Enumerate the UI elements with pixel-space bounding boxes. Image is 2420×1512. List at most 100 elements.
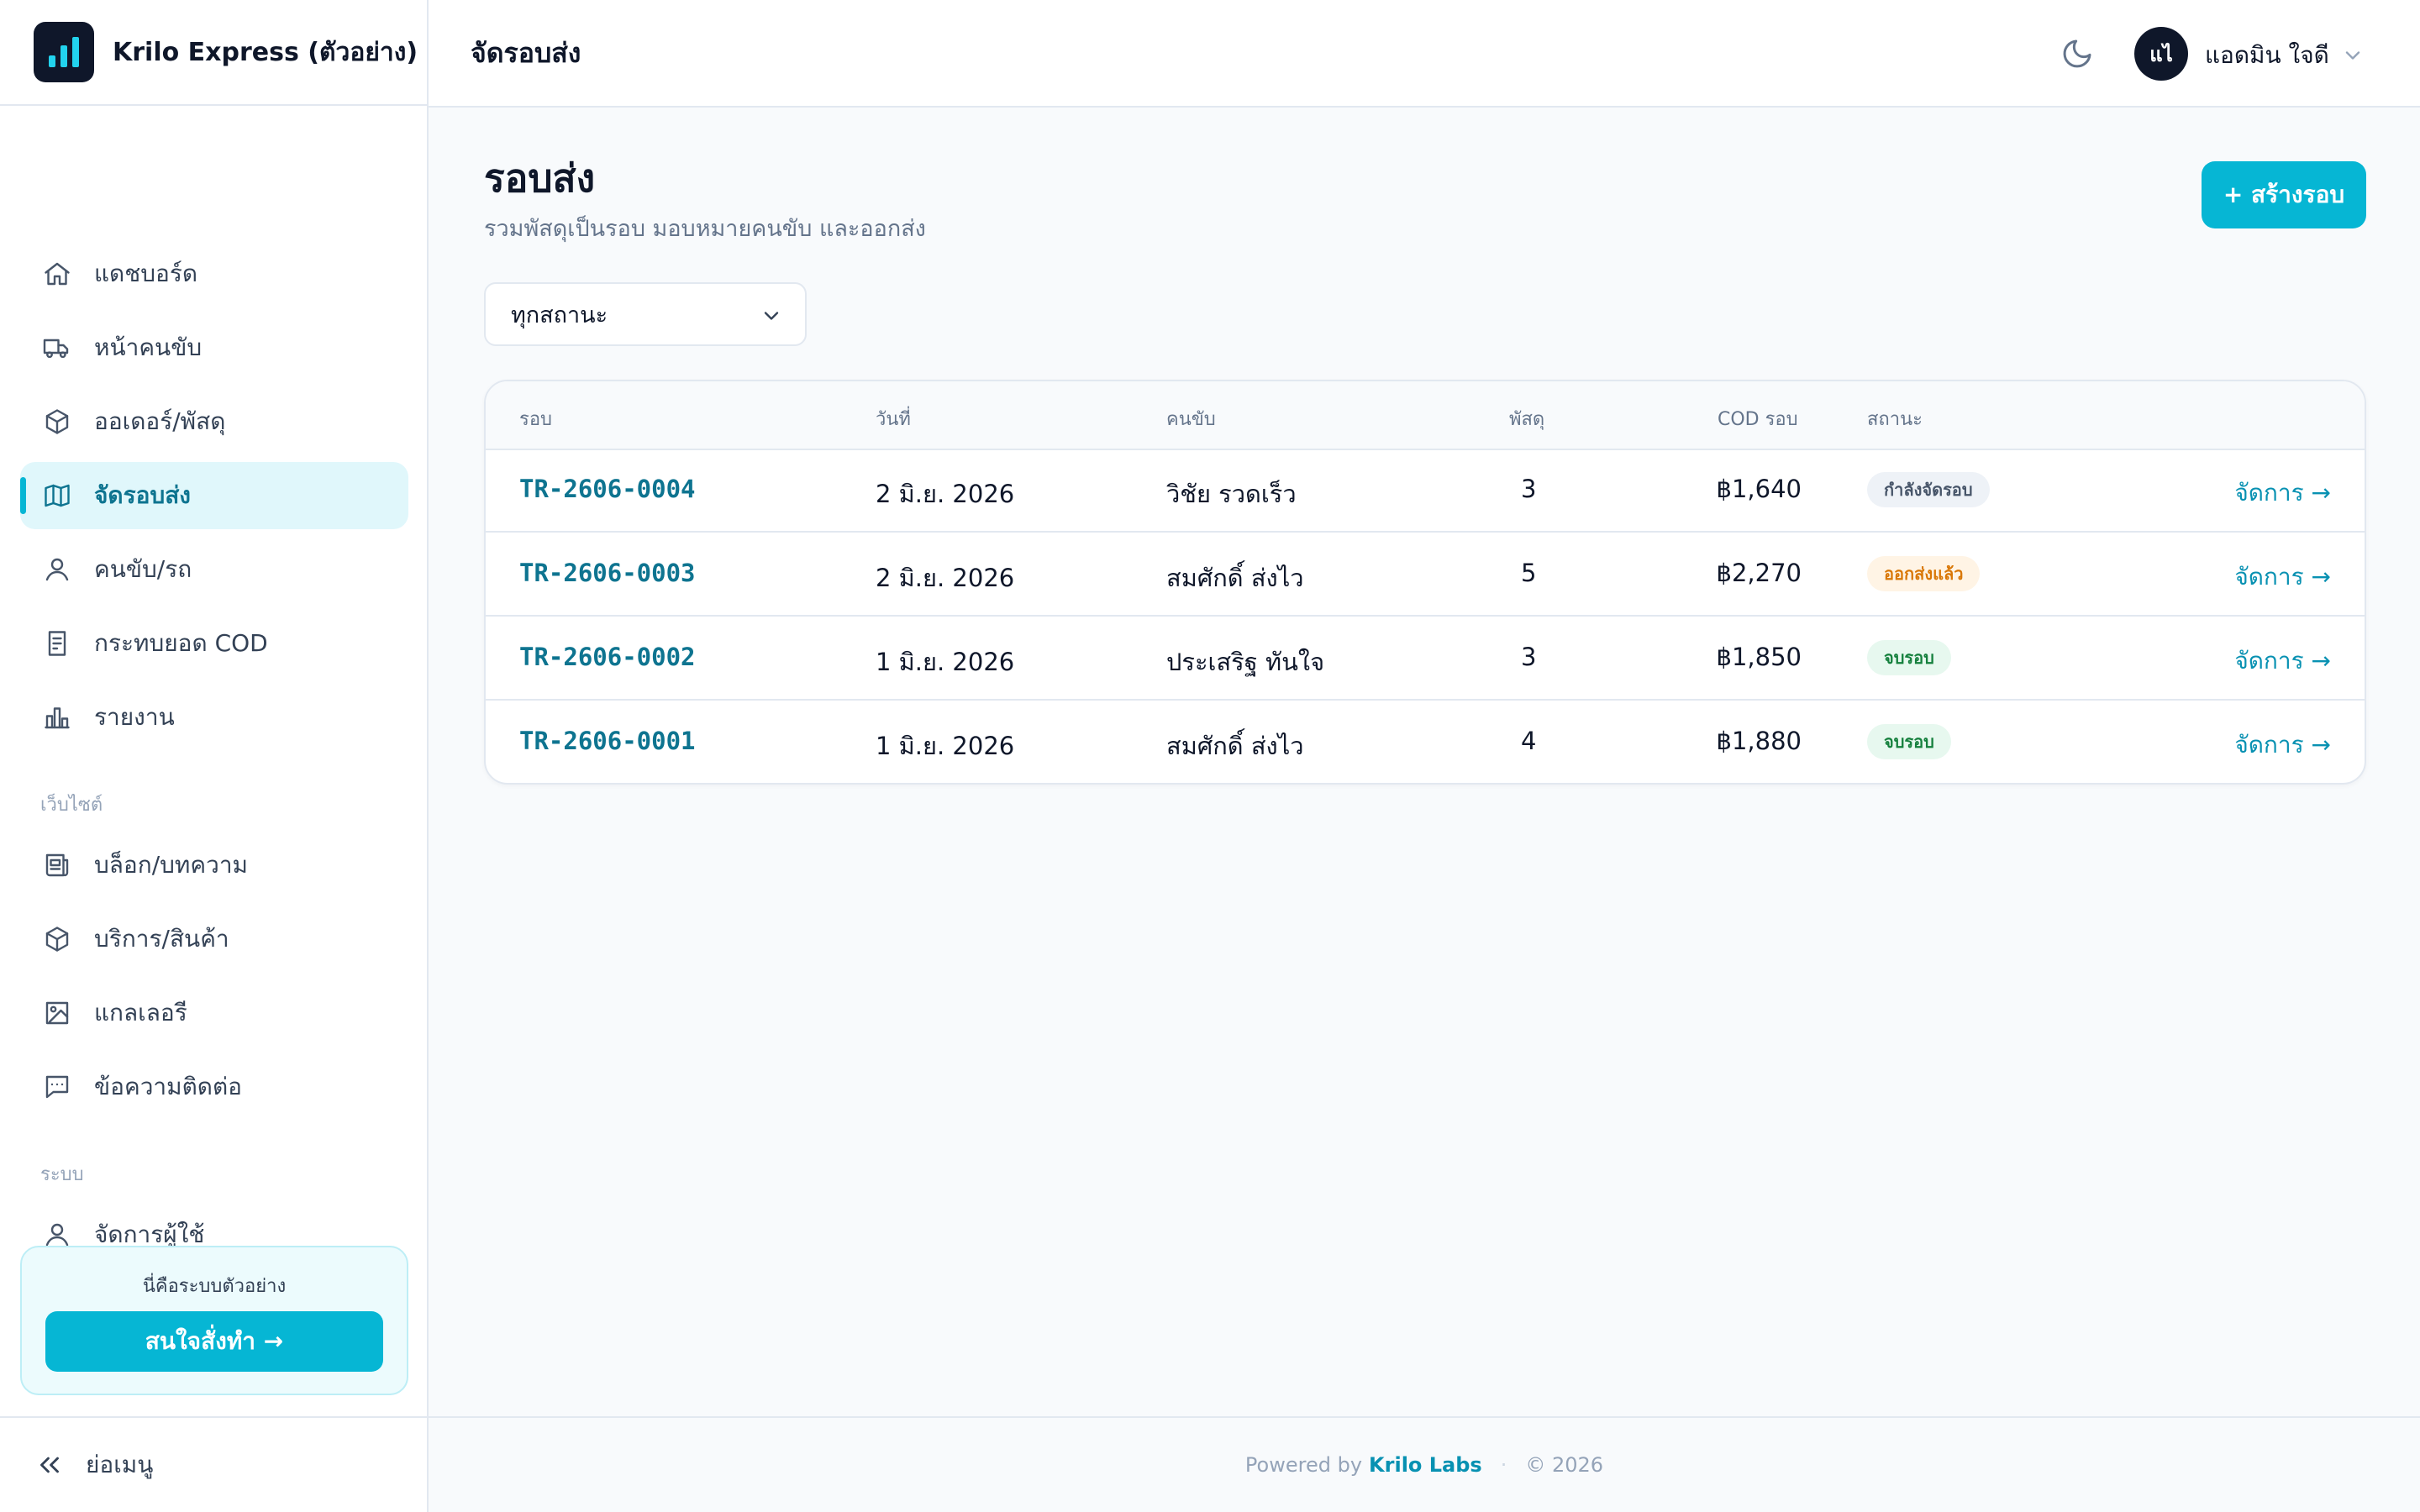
- user-icon: [45, 558, 69, 581]
- app-name: Krilo Express (ตัวอย่าง): [113, 37, 418, 67]
- sidebar-item-main-3[interactable]: จัดรอบส่ง: [20, 462, 408, 529]
- table-row: TR-2606-0002 1 มิ.ย. 2026 ประเสริฐ ทันใจ 3 ฿…: [486, 617, 2365, 701]
- krilo-labs-link[interactable]: Krilo Labs: [1369, 1453, 1482, 1477]
- round-date: 2 มิ.ย. 2026: [876, 564, 1015, 592]
- round-code-link[interactable]: TR-2606-0002: [519, 643, 696, 671]
- manage-round-link[interactable]: จัดการ →: [2234, 647, 2331, 675]
- brand[interactable]: Krilo Express (ตัวอย่าง): [0, 0, 427, 106]
- footer: Powered by Krilo Labs · © 2026: [429, 1416, 2420, 1512]
- manage-round-link[interactable]: จัดการ →: [2234, 563, 2331, 591]
- chevron-down-icon[interactable]: [2341, 44, 2365, 67]
- round-parcels: 5: [1521, 559, 1537, 587]
- round-cod: ฿1,850: [1716, 643, 1802, 671]
- page-subtitle: รวมพัสดุเป็นรอบ มอบหมายคนขับ และออกส่ง: [484, 216, 926, 242]
- dark-mode-toggle-icon[interactable]: [2060, 37, 2094, 71]
- manage-round-link[interactable]: จัดการ →: [2234, 479, 2331, 507]
- receipt-icon: [48, 631, 66, 656]
- sidebar-item-system-0[interactable]: จัดการผู้ใช้: [20, 1201, 408, 1268]
- top-header: จัดรอบส่ง แไ แอดมิน ใจดี: [429, 0, 2420, 108]
- round-driver: สมศักดิ์ ส่งไว: [1166, 732, 1304, 760]
- sidebar-item-main-1[interactable]: หน้าคนขับ: [20, 314, 408, 381]
- round-cod: ฿1,880: [1716, 727, 1802, 755]
- status-filter-value: ทุกสถานะ: [511, 302, 608, 328]
- status-badge: กำลังจัดรอบ: [1867, 472, 1990, 507]
- newspaper-icon: [45, 853, 69, 877]
- column-header-driver: คนขับ: [1166, 409, 1216, 430]
- copyright-text: © 2026: [1525, 1453, 1604, 1477]
- header-title: จัดรอบส่ง: [471, 37, 581, 69]
- page-title: รอบส่ง: [484, 155, 596, 201]
- sidebar-item-website-0[interactable]: บล็อก/บทความ: [20, 832, 408, 899]
- user-name[interactable]: แอดมิน ใจดี: [2205, 41, 2329, 69]
- map-icon: [45, 484, 70, 507]
- sidebar-item-website-1[interactable]: บริการ/สินค้า: [20, 906, 408, 973]
- sidebar-item-label: บริการ/สินค้า: [94, 925, 229, 953]
- image-icon: [45, 1001, 69, 1025]
- table-row: TR-2606-0003 2 มิ.ย. 2026 สมศักดิ์ ส่งไว 5 ฿…: [486, 533, 2365, 617]
- round-code-link[interactable]: TR-2606-0004: [519, 475, 696, 503]
- section-label-system: ระบบ: [40, 1164, 84, 1185]
- rounds-table: รอบ วันที่ คนขับ พัสดุ COD รอบ สถานะ TR-…: [484, 380, 2366, 785]
- round-parcels: 4: [1521, 727, 1537, 755]
- status-filter-select[interactable]: ทุกสถานะ: [484, 282, 807, 346]
- chart-icon: [45, 707, 70, 729]
- round-driver: สมศักดิ์ ส่งไว: [1166, 564, 1304, 592]
- message-icon: [45, 1075, 69, 1099]
- round-date: 1 มิ.ย. 2026: [876, 732, 1015, 760]
- sidebar-item-label: บล็อก/บทความ: [94, 851, 248, 879]
- status-badge: จบรอบ: [1867, 724, 1951, 759]
- column-header-status: สถานะ: [1867, 409, 1923, 430]
- round-code-link[interactable]: TR-2606-0003: [519, 559, 696, 587]
- sidebar-item-main-4[interactable]: คนขับ/รถ: [20, 536, 408, 603]
- sidebar-item-label: คนขับ/รถ: [94, 555, 192, 583]
- sidebar-item-label: ข้อความติดต่อ: [94, 1073, 242, 1100]
- round-driver: วิชัย รวดเร็ว: [1166, 480, 1297, 508]
- table-row: TR-2606-0004 2 มิ.ย. 2026 วิชัย รวดเร็ว 3 ฿1…: [486, 449, 2365, 533]
- collapse-menu-button[interactable]: ย่อเมนู: [0, 1416, 427, 1512]
- double-chevron-left-icon: [40, 1457, 59, 1473]
- round-date: 2 มิ.ย. 2026: [876, 480, 1015, 508]
- sidebar-item-label: แดชบอร์ด: [94, 260, 198, 287]
- sidebar-item-label: จัดรอบส่ง: [94, 481, 191, 509]
- column-header-cod: COD รอบ: [1718, 409, 1798, 430]
- order-now-button[interactable]: สนใจสั่งทำ →: [45, 1311, 383, 1372]
- column-header-round: รอบ: [519, 409, 552, 430]
- box-icon: [45, 409, 69, 434]
- collapse-label: ย่อเมนู: [86, 1451, 154, 1478]
- sidebar-item-label: รายงาน: [94, 703, 175, 731]
- round-cod: ฿1,640: [1716, 475, 1802, 503]
- sidebar-item-main-6[interactable]: รายงาน: [20, 684, 408, 751]
- sidebar-item-main-5[interactable]: กระทบยอด COD: [20, 610, 408, 677]
- home-icon: [45, 262, 70, 286]
- table-row: TR-2606-0001 1 มิ.ย. 2026 สมศักดิ์ ส่งไว 4 ฿…: [486, 701, 2365, 783]
- round-parcels: 3: [1521, 475, 1537, 503]
- logo-icon: [34, 22, 94, 82]
- status-badge: ออกส่งแล้ว: [1867, 556, 1981, 591]
- sidebar-item-label: กระทบยอด COD: [94, 629, 268, 657]
- round-date: 1 มิ.ย. 2026: [876, 648, 1015, 676]
- section-label-website: เว็บไซต์: [40, 795, 103, 816]
- sidebar-item-label: ออเดอร์/พัสดุ: [94, 407, 226, 435]
- user-icon: [45, 1223, 69, 1247]
- sidebar-item-label: จัดการผู้ใช้: [94, 1221, 205, 1248]
- chevron-down-icon: [764, 312, 779, 320]
- create-round-button[interactable]: + สร้างรอบ: [2202, 161, 2366, 228]
- sidebar-item-website-3[interactable]: ข้อความติดต่อ: [20, 1053, 408, 1121]
- powered-by-text: Powered by: [1244, 1453, 1363, 1477]
- status-badge: จบรอบ: [1867, 640, 1951, 675]
- avatar[interactable]: แไ: [2134, 27, 2188, 81]
- sidebar-item-website-2[interactable]: แกลเลอรี: [20, 979, 408, 1047]
- sidebar-item-label: หน้าคนขับ: [94, 333, 203, 361]
- demo-promo: นี่คือระบบตัวอย่าง สนใจสั่งทำ →: [20, 1246, 408, 1395]
- column-header-parcels: พัสดุ: [1509, 409, 1545, 430]
- truck-icon: [43, 339, 69, 359]
- round-driver: ประเสริฐ ทันใจ: [1166, 648, 1325, 676]
- footer-separator: ·: [1500, 1453, 1507, 1477]
- round-code-link[interactable]: TR-2606-0001: [519, 727, 696, 755]
- round-parcels: 3: [1521, 643, 1537, 671]
- manage-round-link[interactable]: จัดการ →: [2234, 731, 2331, 759]
- sidebar-item-main-2[interactable]: ออเดอร์/พัสดุ: [20, 388, 408, 455]
- table-header: รอบ วันที่ คนขับ พัสดุ COD รอบ สถานะ: [486, 381, 2365, 450]
- sidebar-item-label: แกลเลอรี: [94, 999, 187, 1026]
- sidebar-item-main-0[interactable]: แดชบอร์ด: [20, 240, 408, 307]
